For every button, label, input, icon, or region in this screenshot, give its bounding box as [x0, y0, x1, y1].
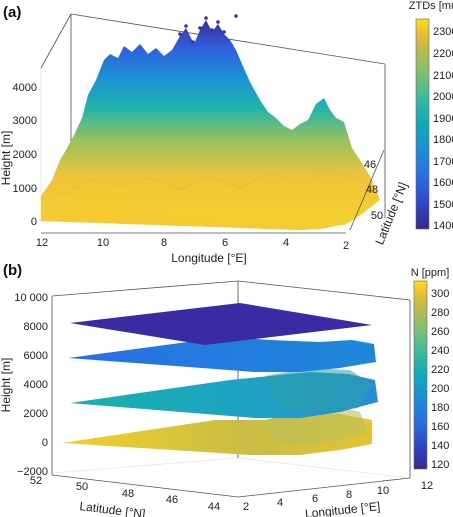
panel-a-x-tick: 12 [36, 237, 48, 249]
panel-b-y-tick: 52 [30, 475, 42, 487]
panel-b-colorbar-title: N [ppm] [411, 267, 450, 279]
panel-a-z-tick: 2000 [13, 149, 37, 161]
panel-a-x-tick: 8 [161, 237, 167, 249]
panel-a-terrain-surface [41, 20, 380, 230]
panel-a-colorbar-title: ZTDs [mm] [409, 0, 453, 12]
panel-a-y-tick: 48 [366, 184, 378, 196]
panel-b-x-axis [237, 477, 411, 498]
panel-b-cbar-tick: 240 [431, 345, 449, 357]
panel-b-layer-8000m [70, 303, 372, 345]
panel-a-colorbar-ticks: 2300 2200 2100 2000 1900 1800 1700 1600 … [433, 26, 453, 232]
panel-b-x-tick: 2 [243, 501, 249, 513]
panel-b-colorbar-ticks: 300 280 260 240 220 200 180 160 140 120 [431, 288, 449, 471]
panel-b-x-tick: 6 [312, 493, 318, 505]
panel-b-cbar-tick: 280 [431, 307, 449, 319]
panel-a-x-tick: 6 [222, 237, 228, 249]
panel-a-cbar-tick: 2100 [433, 70, 453, 82]
panel-b-x-tick: 8 [346, 489, 352, 501]
panel-a-cbar-tick: 2300 [433, 26, 453, 38]
panel-a-label: (a) [3, 4, 21, 21]
panel-b-z-tick: 10 000 [14, 292, 48, 304]
panel-b-y-tick: 48 [122, 488, 134, 500]
panel-a-peak-points [178, 14, 238, 44]
panel-b-y-axis [51, 474, 239, 498]
panel-a: (a) 0 1000 2000 3000 4000 Height [m] 12 … [0, 0, 453, 265]
panel-b-cbar-tick: 140 [431, 440, 449, 452]
panel-a-y-tick: 50 [371, 210, 383, 222]
panel-b-cbar-tick: 120 [431, 459, 449, 471]
panel-a-x-tick: 4 [283, 237, 289, 249]
panel-a-top-edge [40, 13, 72, 69]
panel-b: (b) 10 000 8000 6000 4000 2000 0 −2000 H… [0, 262, 449, 517]
panel-b-y-axis-label: Latitude [°N] [79, 499, 146, 517]
panel-a-cbar-tick: 1800 [433, 134, 453, 146]
panel-a-cbar-tick: 1700 [433, 156, 453, 168]
panel-b-z-tick: 6000 [24, 350, 48, 362]
panel-b-x-tick: 4 [277, 497, 283, 509]
panel-b-cbar-tick: 160 [431, 421, 449, 433]
panel-b-top-edge [51, 280, 239, 297]
panel-b-y-tick: 44 [208, 501, 220, 513]
panel-b-cbar-tick: 220 [431, 364, 449, 376]
panel-a-y-axis [349, 149, 385, 231]
panel-b-x-tick: 10 [377, 485, 389, 497]
panel-a-terrain-ridges [59, 169, 356, 196]
panel-b-top-edge-2 [237, 280, 411, 301]
panel-b-z-tick: 2000 [24, 408, 48, 420]
panel-a-x-axis-label: Longitude [°E] [171, 251, 247, 265]
panel-a-x-tick: 10 [97, 237, 109, 249]
panel-b-z-axis-label: Height [m] [0, 358, 13, 413]
panel-b-z-tick: 0 [42, 437, 48, 449]
panel-a-x-tick: 2 [343, 240, 349, 252]
panel-b-layer-2700m-texture [265, 368, 372, 412]
panel-b-colorbar [413, 280, 428, 470]
panel-b-cbar-tick: 300 [431, 288, 449, 300]
panel-a-z-tick: 0 [31, 216, 37, 228]
panel-a-cbar-tick: 1900 [433, 113, 453, 125]
panel-b-z-tick: −2000 [17, 466, 48, 478]
panel-a-z-tick: 4000 [13, 82, 37, 94]
panel-b-label: (b) [3, 262, 22, 279]
panel-b-x-tick: 12 [421, 480, 433, 492]
panel-b-y-tick: 46 [166, 494, 178, 506]
panel-b-cbar-tick: 200 [431, 383, 449, 395]
panel-a-z-tick: 3000 [13, 115, 37, 127]
panel-a-colorbar [415, 18, 430, 230]
panel-b-z-tick: 4000 [24, 379, 48, 391]
panel-a-cbar-tick: 1400 [433, 220, 453, 232]
panel-b-z-tick: 8000 [24, 321, 48, 333]
panel-b-cbar-tick: 260 [431, 326, 449, 338]
panel-a-terrain-foreground [41, 200, 380, 230]
panel-a-cbar-tick: 1600 [433, 177, 453, 189]
panel-a-cbar-tick: 1500 [433, 199, 453, 211]
panel-b-cbar-tick: 180 [431, 402, 449, 414]
panel-a-y-tick: 46 [364, 159, 376, 171]
panel-a-z-tick: 1000 [13, 183, 37, 195]
panel-b-layer-5300m [68, 337, 376, 372]
panel-b-y-tick: 50 [76, 481, 88, 493]
panel-a-cbar-tick: 2000 [433, 91, 453, 103]
panel-a-cbar-tick: 2200 [433, 48, 453, 60]
panel-a-z-axis-label: Height [m] [0, 131, 13, 186]
